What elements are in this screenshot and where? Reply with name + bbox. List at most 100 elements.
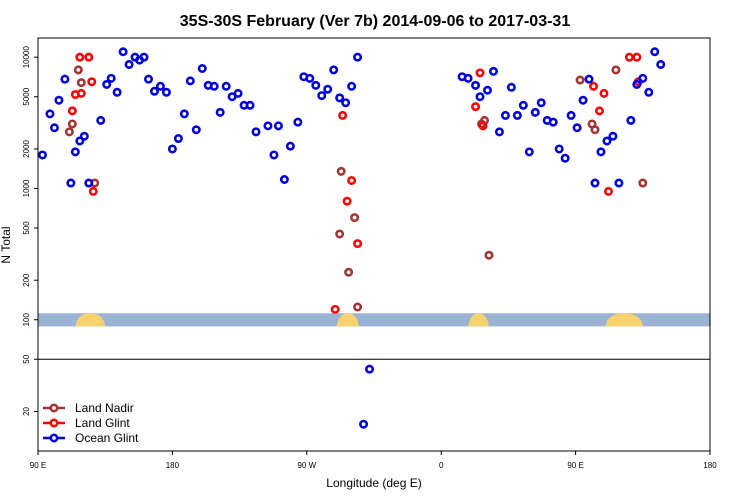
point-ocean-glint [215,107,225,117]
point-ocean-glint [191,125,201,135]
point-ocean-glint [608,131,618,141]
point-ocean-glint [512,110,522,120]
point-land-glint [632,52,642,62]
point-ocean-glint [70,147,80,157]
legend-entry-land-nadir: Land Nadir [43,401,134,415]
x-axis-ticks: 90 E 180 90 W 0 90 E 180 [30,451,717,470]
point-land-nadir [353,302,363,312]
point-ocean-glint [524,147,534,157]
point-ocean-glint [144,74,154,84]
point-ocean-glint [602,136,612,146]
point-ocean-glint [353,52,363,62]
point-land-glint [353,239,363,249]
y-tick-label: 2000 [22,139,31,157]
point-ocean-glint [614,178,624,188]
legend-label: Land Glint [75,416,130,430]
point-ocean-glint [359,419,369,429]
point-ocean-glint [197,63,207,73]
legend-marker [49,418,59,428]
point-ocean-glint [245,100,255,110]
point-ocean-glint [118,47,128,57]
point-ocean-glint [554,144,564,154]
point-ocean-glint [335,93,345,103]
point-land-glint [478,121,488,131]
y-tick-label: 500 [22,221,31,235]
land-shape [75,313,106,327]
point-ocean-glint [365,364,375,374]
ocean-band [38,313,710,327]
legend-marker [49,433,59,443]
point-ocean-glint [638,73,648,83]
point-land-glint [330,304,340,314]
point-ocean-glint [596,147,606,157]
point-ocean-glint [263,121,273,131]
point-land-nadir [73,65,83,75]
y-tick-label: 100 [22,313,31,327]
y-tick-label: 200 [22,273,31,287]
y-tick-label: 5000 [22,87,31,105]
point-ocean-glint [566,110,576,120]
point-land-nadir [350,213,360,223]
point-ocean-glint [96,115,106,125]
y-tick-label: 1000 [22,179,31,197]
point-ocean-glint [347,81,357,91]
y-tick-label: 50 [22,354,31,363]
point-ocean-glint [644,87,654,97]
x-tick-label: 90 E [30,461,46,470]
point-ocean-glint [329,65,339,75]
point-ocean-glint [632,79,642,89]
point-ocean-glint [273,121,283,131]
point-ocean-glint [548,117,558,127]
land-shape [336,313,360,327]
point-ocean-glint [149,86,159,96]
point-land-nadir [67,119,77,129]
point-ocean-glint [139,52,149,62]
point-ocean-glint [279,175,289,185]
point-ocean-glint [45,109,55,119]
point-ocean-glint [626,115,636,125]
x-tick-label: 180 [703,461,717,470]
point-ocean-glint [185,76,195,86]
point-land-nadir [64,127,74,137]
point-ocean-glint [311,80,321,90]
point-ocean-glint [102,79,112,89]
point-ocean-glint [578,95,588,105]
point-ocean-glint [650,47,660,57]
data-points [37,47,666,429]
point-ocean-glint [269,150,279,160]
point-ocean-glint [173,134,183,144]
point-ocean-glint [471,80,481,90]
legend-label: Land Nadir [75,401,134,415]
x-tick-label: 0 [439,461,444,470]
point-ocean-glint [317,91,327,101]
point-ocean-glint [572,123,582,133]
point-ocean-glint [49,123,59,133]
point-land-nadir [335,229,345,239]
point-ocean-glint [124,59,134,69]
point-ocean-glint [341,98,351,108]
point-ocean-glint [79,131,89,141]
point-ocean-glint [66,178,76,188]
point-ocean-glint [488,66,498,76]
point-ocean-glint [500,110,510,120]
point-land-glint [87,77,97,87]
plot-frame [37,37,711,452]
point-land-glint [347,175,357,185]
point-land-glint [88,186,98,196]
point-land-glint [67,106,77,116]
point-ocean-glint [463,73,473,83]
point-ocean-glint [560,153,570,163]
point-land-glint [594,106,604,116]
point-land-nadir [344,267,354,277]
point-land-glint [75,52,85,62]
point-ocean-glint [155,81,165,91]
point-ocean-glint [285,141,295,151]
point-ocean-glint [37,150,47,160]
legend-label: Ocean Glint [75,431,139,445]
legend-entry-ocean-glint: Ocean Glint [43,431,139,445]
point-ocean-glint [323,84,333,94]
point-land-nadir [484,250,494,260]
point-land-nadir [575,75,585,85]
